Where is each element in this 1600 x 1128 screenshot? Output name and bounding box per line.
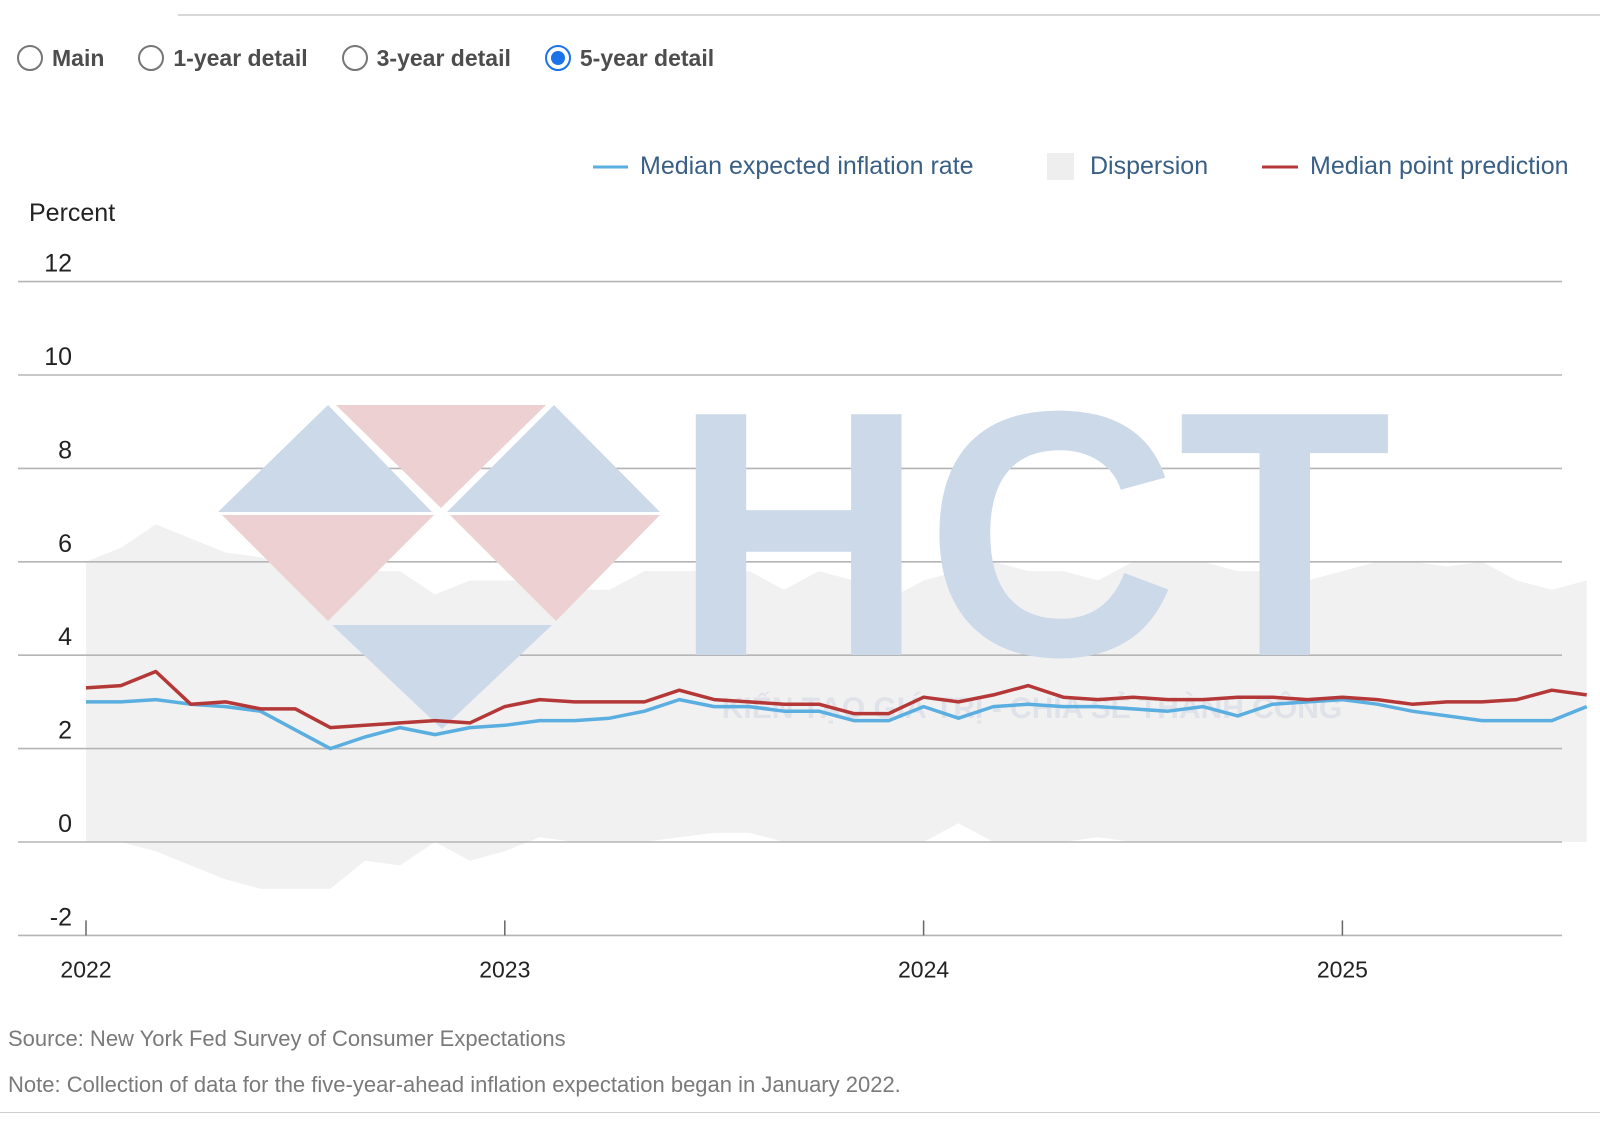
y-tick-label: 4 [58,623,72,651]
axes: Percent -2 0 2 4 6 8 10 12 2022 2023 2024 2025 [29,199,1368,982]
y-tick-label: 10 [44,343,72,371]
x-tick-label: 2024 [898,956,949,982]
y-tick-label: 6 [58,530,72,558]
logo-triangle-blue-left [218,405,432,512]
y-tick-label: 0 [58,810,72,838]
inflation-expectations-chart: HCT KIẾN TẠO GIÁ TRỊ - CHIA SẺ THÀNH CÔN… [18,152,1588,982]
bottom-divider [0,1112,1600,1113]
logo-triangle-red-right [450,515,660,621]
legend-label-median-point[interactable]: Median point prediction [1310,152,1569,180]
watermark-logo-text: HCT [672,339,1391,730]
radio-5-year-detail[interactable]: 5-year detail [544,44,715,72]
radio-button-icon[interactable] [138,45,165,71]
radio-label-main[interactable]: Main [52,44,105,71]
x-tick-label: 2023 [479,956,530,982]
line-median-expected-inflation-rate [86,697,1588,751]
top-divider [178,14,1600,16]
y-axis-title: Percent [29,199,115,227]
view-options: Main 1-year detail 3-year detail 5-year … [17,40,748,76]
y-tick-label: -2 [50,903,72,931]
legend-label-median-expected[interactable]: Median expected inflation rate [640,152,974,180]
x-tick-label: 2022 [60,956,111,982]
logo-triangle-red-left [222,515,434,621]
radio-label-1-year[interactable]: 1-year detail [173,44,308,71]
radio-label-5-year[interactable]: 5-year detail [579,44,715,71]
radio-button-selected-icon[interactable] [544,45,571,71]
y-tick-label: 12 [44,250,72,278]
legend-swatch-dispersion [1047,153,1074,180]
line-median-point-prediction [85,669,1587,730]
radio-1-year-detail[interactable]: 1-year detail [138,44,308,72]
radio-main[interactable]: Main [17,45,104,72]
series-lines [85,669,1588,751]
watermark-logo: HCT KIẾN TẠO GIÁ TRỊ - CHIA SẺ THÀNH CÔN… [218,339,1392,730]
legend-label-dispersion[interactable]: Dispersion [1090,152,1208,180]
y-tick-label: 8 [58,436,72,464]
logo-triangle-red-top [336,405,546,508]
radio-button-icon[interactable] [17,45,43,71]
note-text: Note: Collection of data for the five-ye… [8,1072,901,1097]
logo-triangle-blue-right [447,405,660,512]
radio-label-3-year[interactable]: 3-year detail [376,44,511,71]
dispersion-layer [86,524,1587,889]
logo-triangle-blue-bottom [332,625,552,729]
legend: Median expected inflation rate Dispersio… [593,152,1569,180]
source-text: Source: New York Fed Survey of Consumer … [8,1026,566,1051]
radio-button-icon[interactable] [341,45,368,71]
x-tick-label: 2025 [1317,956,1368,982]
dispersion-band [86,524,1587,889]
y-tick-label: 2 [58,717,72,745]
radio-3-year-detail[interactable]: 3-year detail [341,44,511,72]
